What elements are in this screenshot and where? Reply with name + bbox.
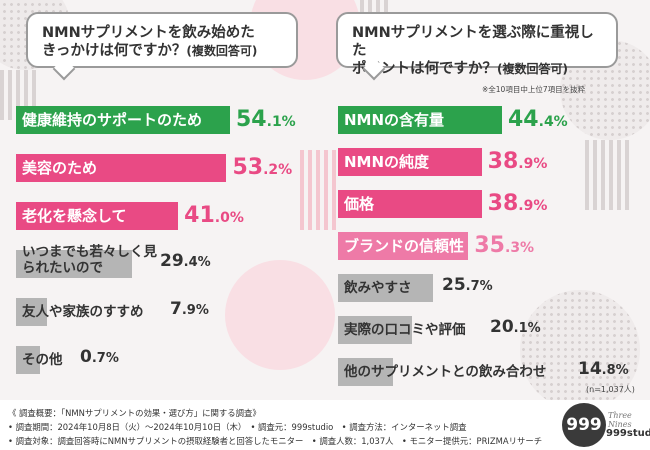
category-label: ブランドの信頼性: [344, 237, 465, 255]
bar: [338, 358, 393, 386]
bar: [16, 106, 230, 134]
right-chart-note: ※全10項目中上位7項目を抜粋: [482, 85, 586, 94]
brand-name: 999studio: [606, 428, 650, 439]
left-question-bubble: NMNサプリメントを飲み始めた きっかけは何ですか？(複数回答可): [26, 12, 298, 81]
value-integer: 20: [490, 317, 514, 337]
left-question-line1: NMNサプリメントを飲み始めた: [42, 25, 255, 41]
chart-card: NMNサプリメントを飲み始めた きっかけは何ですか？(複数回答可) NMNサプリ…: [0, 0, 650, 400]
brand-script: Three Nines: [608, 411, 632, 429]
value-integer: 38: [487, 191, 519, 216]
category-label: その他: [22, 352, 63, 368]
value-integer: 38: [487, 149, 519, 174]
value-decimal: .4%: [183, 255, 211, 270]
value-label: 25.7%: [442, 275, 493, 295]
category-label: 飲みやすさ: [344, 280, 412, 296]
category-label: 実際の口コミや評価: [344, 322, 466, 338]
value-integer: 41: [184, 203, 215, 228]
value-integer: 25: [442, 275, 466, 295]
value-integer: 53: [232, 155, 264, 180]
value-decimal: .8%: [601, 363, 629, 378]
decor-circle-dots: [520, 290, 640, 400]
value-decimal: .7%: [91, 351, 119, 366]
value-decimal: .9%: [181, 303, 209, 318]
value-label: 14.8%: [578, 359, 629, 379]
right-question-line2-text: ポイントは何ですか？: [352, 61, 497, 77]
category-label: NMNの含有量: [344, 111, 445, 129]
bar: [338, 316, 413, 344]
left-question-line2: きっかけは何ですか？(複数回答可): [42, 42, 282, 60]
value-decimal: .9%: [518, 198, 548, 214]
bar: [16, 250, 133, 278]
category-label: 美容のため: [22, 159, 98, 177]
right-question-suffix: (複数回答可): [497, 62, 568, 76]
bar: [338, 106, 502, 134]
bar: [16, 154, 227, 182]
value-decimal: .1%: [513, 321, 541, 336]
sample-size: (n=1,037人): [586, 385, 635, 394]
value-label: 41.0%: [184, 203, 244, 228]
category-label: 価格: [344, 195, 375, 213]
value-integer: 7: [170, 299, 182, 319]
bar: [338, 274, 433, 302]
bar: [338, 190, 482, 218]
value-decimal: .9%: [518, 156, 548, 172]
value-label: 20.1%: [490, 317, 541, 337]
category-label: 健康維持のサポートのため: [22, 111, 203, 129]
left-question-suffix: (複数回答可): [186, 44, 258, 58]
bar: [338, 148, 482, 176]
value-label: 29.4%: [160, 251, 211, 271]
value-label: 38.9%: [488, 149, 548, 174]
footer-line2: • 調査期間：2024年10月8日（火）～2024年10月10日（木） • 調査…: [8, 422, 467, 432]
right-question-line1: NMNサプリメントを選ぶ際に重視した: [352, 25, 594, 59]
decor-circle-pink: [225, 260, 335, 370]
value-integer: 44: [508, 107, 539, 132]
decor-stripes: [300, 150, 340, 230]
value-label: 35.3%: [474, 233, 534, 258]
value-decimal: .0%: [214, 210, 244, 226]
bar: [16, 298, 48, 326]
value-decimal: .3%: [505, 240, 535, 256]
category-label: 他のサプリメントとの飲み合わせ: [344, 364, 547, 380]
logo: 999: [562, 403, 606, 447]
value-decimal: .1%: [266, 114, 296, 130]
value-label: 38.9%: [488, 191, 548, 216]
bubble-tail: [52, 57, 76, 81]
value-integer: 54: [236, 107, 267, 132]
value-label: 7.9%: [170, 299, 209, 319]
category-label: 老化を懸念して: [22, 207, 127, 225]
value-label: 54.1%: [236, 107, 296, 132]
bar: [338, 232, 469, 260]
value-decimal: .2%: [263, 162, 293, 178]
category-label: いつまでも若々しく見られたいので: [22, 244, 157, 276]
survey-footer: 《 調査概要：「NMNサプリメントの効果・選び方」に関する調査》 • 調査期間：…: [0, 400, 650, 450]
value-label: 53.2%: [232, 155, 292, 180]
footer-line3: • 調査対象：調査回答時にNMNサプリメントの摂取経験者と回答したモニター • …: [8, 436, 543, 446]
value-integer: 14: [578, 359, 602, 379]
value-integer: 29: [160, 251, 184, 271]
left-question-line2-text: きっかけは何ですか？: [42, 43, 187, 59]
value-integer: 0: [80, 347, 92, 367]
value-decimal: .7%: [465, 279, 493, 294]
category-label: NMNの純度: [344, 153, 430, 171]
value-label: 0.7%: [80, 347, 119, 367]
category-label: 友人や家族のすすめ: [22, 304, 144, 320]
footer-line1: 《 調査概要：「NMNサプリメントの効果・選び方」に関する調査》: [8, 408, 261, 418]
bar: [16, 346, 40, 374]
bar: [16, 202, 179, 230]
value-integer: 35: [474, 233, 505, 258]
right-question-bubble: NMNサプリメントを選ぶ際に重視した ポイントは何ですか？(複数回答可): [336, 12, 618, 81]
right-question-line2: ポイントは何ですか？(複数回答可): [352, 60, 602, 78]
decor-stripes: [585, 140, 630, 210]
value-label: 44.4%: [508, 107, 568, 132]
value-decimal: .4%: [538, 114, 568, 130]
